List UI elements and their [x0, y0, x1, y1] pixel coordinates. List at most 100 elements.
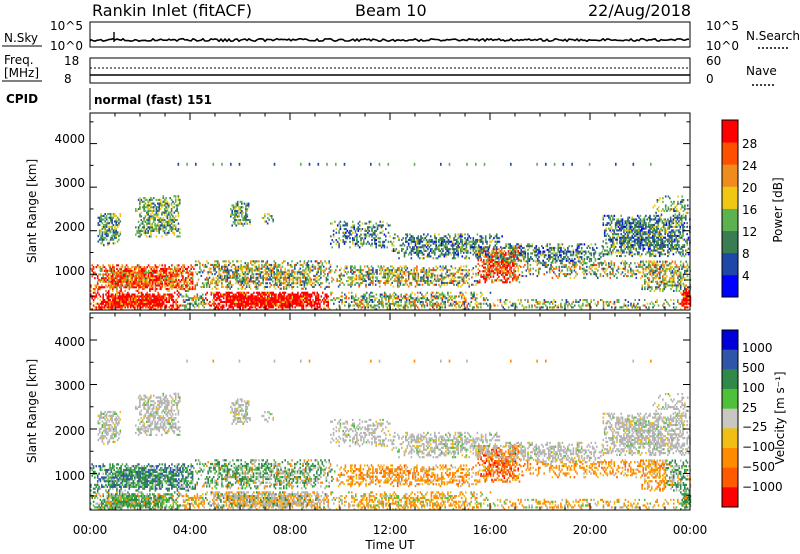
power-cell: [138, 302, 140, 305]
power-cell: [107, 302, 110, 305]
power-cell: [179, 286, 181, 289]
power-cell: [301, 291, 303, 294]
power-cell: [218, 273, 220, 276]
power-cell: [498, 275, 500, 278]
power-cell: [118, 222, 120, 225]
power-cell: [125, 293, 128, 296]
power-data: [90, 162, 692, 311]
power-cell: [470, 291, 473, 294]
power-cell: [151, 278, 154, 281]
power-cell: [118, 271, 121, 274]
power-cell: [295, 304, 298, 307]
power-cell: [513, 261, 515, 264]
power-cell: [408, 299, 411, 302]
power-cell: [588, 260, 591, 263]
power-cell: [151, 306, 154, 309]
power-cell: [242, 299, 244, 302]
power-cell: [254, 262, 256, 265]
power-cell: [462, 281, 465, 284]
power-cell: [135, 271, 137, 274]
power-cell: [364, 300, 367, 303]
power-cell: [429, 304, 431, 307]
power-cell: [265, 299, 268, 302]
power-cell: [95, 286, 98, 289]
power-cell: [465, 269, 468, 272]
power-cell: [327, 299, 330, 302]
power-cell: [350, 297, 353, 300]
power-cell: [112, 229, 115, 232]
power-cell: [647, 265, 650, 268]
power-cell: [602, 306, 605, 309]
power-cell: [464, 281, 466, 284]
power-cell: [449, 302, 452, 305]
power-cell: [412, 272, 414, 275]
power-cell: [292, 285, 295, 288]
power-cell: [265, 306, 268, 309]
power-cell: [201, 271, 204, 274]
power-cell: [280, 293, 283, 296]
power-cell: [211, 273, 214, 276]
power-cell: [129, 286, 132, 289]
power-cell: [353, 300, 356, 303]
power-cell: [121, 278, 124, 281]
power-cell: [241, 287, 244, 290]
power-cell: [171, 306, 173, 309]
power-cell: [451, 267, 454, 270]
power-cell: [284, 299, 287, 302]
power-cell: [398, 276, 400, 279]
power-cell: [383, 265, 385, 268]
power-cell: [118, 273, 121, 276]
power-cell: [310, 306, 313, 309]
power-cell: [244, 295, 247, 298]
power-cell: [339, 283, 341, 286]
power-cell: [112, 293, 114, 296]
power-cell: [368, 274, 370, 277]
power-cell: [677, 284, 679, 287]
power-cell: [158, 284, 161, 287]
power-cell: [239, 295, 241, 298]
power-cell: [662, 289, 664, 292]
power-cell: [305, 269, 307, 272]
power-cell: [206, 265, 208, 268]
power-cell: [603, 260, 606, 263]
power-cell: [623, 267, 625, 270]
power-cell: [317, 299, 320, 302]
power-cell: [266, 278, 269, 281]
power-cell: [118, 299, 121, 302]
power-cell: [561, 269, 563, 272]
power-cell: [214, 267, 216, 270]
power-cell: [258, 297, 261, 300]
power-cell: [123, 302, 125, 305]
power-cell: [350, 285, 352, 288]
power-cell: [414, 285, 417, 288]
power-cell: [279, 291, 281, 294]
power-cell: [673, 267, 675, 270]
power-cell: [285, 285, 288, 288]
power-cell: [121, 280, 124, 283]
power-cell: [544, 264, 547, 267]
power-cell: [132, 275, 135, 278]
power-cell: [96, 264, 99, 267]
power-cell: [103, 266, 106, 269]
power-cell: [369, 276, 371, 279]
power-cell: [656, 286, 659, 289]
power-cell: [559, 271, 562, 274]
power-cell: [400, 293, 402, 296]
power-cell: [410, 293, 412, 296]
power-cell: [212, 263, 215, 266]
power-cell: [449, 304, 452, 307]
power-cell: [107, 278, 110, 281]
power-cell: [104, 213, 106, 216]
power-cell: [612, 269, 614, 272]
power-cell: [147, 297, 150, 300]
power-cell: [274, 280, 277, 283]
power-cell: [185, 299, 188, 302]
power-cell: [165, 275, 168, 278]
power-cell: [483, 270, 485, 273]
power-cell: [179, 304, 181, 307]
power-cell: [293, 297, 295, 300]
power-cell: [578, 304, 580, 307]
power-cell: [127, 304, 129, 307]
power-cell: [313, 308, 316, 311]
power-cell: [438, 280, 440, 283]
